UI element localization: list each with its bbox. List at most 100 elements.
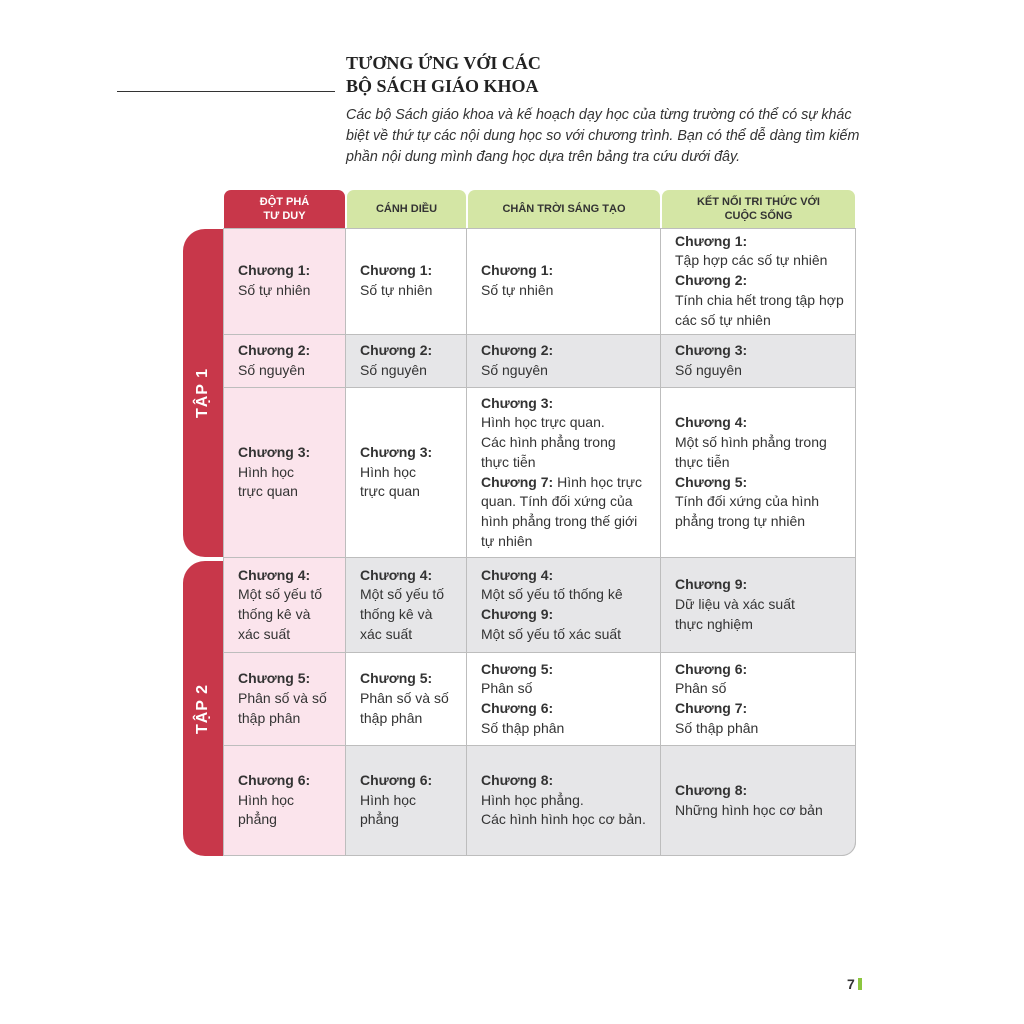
chapter-entry: Chương 5: Phân số và số thập phân: [238, 669, 339, 728]
chapter-entry: Chương 8: Hình học phẳng. Các hình hình h…: [481, 771, 654, 830]
table-cell: Chương 5: Phân số và số thập phân: [224, 653, 346, 746]
table-cell: Chương 5: Phân số Chương 6: Số thập phân: [467, 653, 661, 746]
chapter-entry: Chương 1: Số tự nhiên: [360, 261, 460, 300]
chapter-title: Hình học trực quan: [238, 463, 298, 500]
chapter-title: Số nguyên: [238, 362, 305, 378]
chapter-entry: Chương 3: Số nguyên: [675, 341, 849, 380]
chapter-label: Chương 8:: [481, 771, 554, 788]
chapter-label: Chương 2:: [238, 342, 311, 359]
chapter-entry: Chương 7: Hình học trực quan. Tính đối x…: [481, 473, 654, 552]
chapter-entry: Chương 6: Hình học phẳng: [360, 771, 460, 830]
page-number: 7: [847, 976, 855, 992]
chapter-label: Chương 1:: [481, 262, 554, 279]
chapter-label: Chương 6:: [675, 660, 748, 677]
chapter-title: Số nguyên: [675, 362, 742, 378]
chapter-entry: Chương 1: Tập hợp các số tự nhiên: [675, 232, 849, 271]
chapter-entry: Chương 6: Hình học phẳng: [238, 771, 339, 830]
chapter-entry: Chương 6: Số thập phân: [481, 699, 654, 738]
chapter-title: Số thập phân: [675, 719, 759, 736]
table-cell: Chương 1: Số tự nhiên: [346, 228, 467, 335]
chapter-title: Dữ liệu và xác suất thực nghiệm: [675, 596, 795, 632]
table-cell: Chương 6: Hình học phẳng: [224, 746, 346, 856]
page-title: TƯƠNG ỨNG VỚI CÁC BỘ SÁCH GIÁO KHOA: [346, 52, 541, 98]
chapter-title: Phân số: [675, 680, 727, 697]
table-cell: Chương 6: Phân số Chương 7: Số thập phân: [661, 653, 856, 746]
chapter-label: Chương 3:: [675, 342, 748, 359]
volume-label-2: TẬP 2: [183, 561, 223, 856]
chapter-title: Tính chia hết trong tập hợp các số tự nh…: [675, 291, 844, 328]
chapter-entry: Chương 4: Một số yếu tố thống kê và xác s…: [238, 566, 339, 645]
table-cell: Chương 4: Một số yếu tố thống kê và xác s…: [224, 558, 346, 653]
chapter-entry: Chương 2: Tính chia hết trong tập hợp các…: [675, 271, 849, 330]
chapter-entry: Chương 4: Một số yếu tố thống kê và xác s…: [360, 566, 460, 645]
chapter-title: Tính đối xứng của hình phẳng trong tự nh…: [675, 493, 820, 529]
table-cell: Chương 2: Số nguyên: [224, 335, 346, 388]
chapter-label: Chương 6:: [360, 771, 433, 788]
chapter-entry: Chương 6: Phân số: [675, 660, 849, 699]
table-cell: Chương 2: Số nguyên: [346, 335, 467, 388]
table-cell: Chương 9: Dữ liệu và xác suất thực nghiệm: [661, 558, 856, 653]
chapter-label: Chương 7:: [481, 473, 554, 490]
chapter-title: Số tự nhiên: [360, 282, 433, 298]
chapter-label: Chương 2:: [481, 342, 554, 359]
chapter-title: Hình học trực quan: [360, 463, 420, 500]
chapter-title: Những hình học cơ bản: [675, 801, 823, 818]
table-cell: Chương 4: Một số yếu tố thống kê và xác s…: [346, 558, 467, 653]
chapter-title: Hình học phẳng: [360, 791, 417, 828]
chapter-entry: Chương 9: Dữ liệu và xác suất thực nghiệm: [675, 575, 849, 634]
table-cell: Chương 1: Số tự nhiên: [224, 228, 346, 335]
header-canh-dieu: CÁNH DIỀU: [347, 190, 466, 228]
chapter-label: Chương 4:: [675, 414, 748, 431]
chapter-title: Hình học trực quan. Các hình phẳng trong…: [481, 414, 616, 470]
table-cell: Chương 5: Phân số và số thập phân: [346, 653, 467, 746]
table-cell: Chương 3: Hình học trực quan. Các hình ph…: [467, 388, 661, 558]
chapter-title: Một số yếu tố thống kê: [481, 586, 623, 603]
chapter-entry: Chương 2: Số nguyên: [360, 341, 460, 380]
chapter-title: Số tự nhiên: [238, 282, 311, 298]
chapter-label: Chương 9:: [675, 576, 748, 593]
heading-rule: [117, 91, 335, 92]
chapter-label: Chương 3:: [360, 443, 433, 460]
chapter-title: Số nguyên: [481, 362, 548, 378]
table-cell: Chương 1: Tập hợp các số tự nhiên Chương 2…: [661, 228, 856, 335]
textbook-mapping-table: ĐỘT PHÁ TƯ DUY CÁNH DIỀU CHÂN TRỜI SÁNG TẠ…: [183, 190, 856, 856]
chapter-label: Chương 3:: [238, 443, 311, 460]
table-cell: Chương 8: Những hình học cơ bản: [661, 746, 856, 856]
chapter-label: Chương 4:: [238, 566, 311, 583]
chapter-entry: Chương 5: Phân số và số thập phân: [360, 669, 460, 728]
chapter-label: Chương 3:: [481, 394, 554, 411]
chapter-entry: Chương 5: Phân số: [481, 660, 654, 699]
chapter-label: Chương 6:: [238, 771, 311, 788]
chapter-title: Số thập phân: [481, 719, 565, 736]
chapter-entry: Chương 1: Số tự nhiên: [238, 261, 339, 300]
chapter-title: Hình học trực quan. Tính đối xứng của hì…: [481, 473, 642, 549]
chapter-entry: Chương 3: Hình học trực quan: [360, 443, 460, 502]
chapter-label: Chương 5:: [360, 670, 433, 687]
chapter-label: Chương 6:: [481, 700, 554, 716]
chapter-entry: Chương 4: Một số yếu tố thống kê: [481, 566, 654, 605]
chapter-entry: Chương 3: Hình học trực quan. Các hình ph…: [481, 394, 654, 473]
title-line-2: BỘ SÁCH GIÁO KHOA: [346, 76, 539, 96]
table-cell: Chương 3: Số nguyên: [661, 335, 856, 388]
chapter-label: Chương 1:: [238, 262, 311, 279]
chapter-entry: Chương 4: Một số hình phẳng trong thực ti…: [675, 413, 849, 472]
volume-label-text: TẬP 1: [194, 367, 211, 419]
page-number-mark: [858, 978, 862, 990]
chapter-title: Một số yếu tố thống kê và xác suất: [360, 586, 445, 642]
chapter-label: Chương 4:: [481, 566, 554, 583]
chapter-title: Phân số và số thập phân: [238, 690, 327, 726]
chapter-title: Phân số và số thập phân: [360, 690, 449, 726]
chapter-label: Chương 8:: [675, 781, 748, 798]
table-cell: Chương 3: Hình học trực quan: [346, 388, 467, 558]
volume-label-1: TẬP 1: [183, 229, 223, 557]
chapter-title: Tập hợp các số tự nhiên: [675, 252, 828, 269]
intro-paragraph: Các bộ Sách giáo khoa và kế hoạch dạy họ…: [346, 107, 860, 165]
chapter-label: Chương 2:: [675, 272, 748, 289]
table-cell: Chương 8: Hình học phẳng. Các hình hình h…: [467, 746, 661, 856]
chapter-title: Một số yếu tố thống kê và xác suất: [238, 586, 323, 642]
chapter-label: Chương 9:: [481, 606, 554, 622]
chapter-label: Chương 7:: [675, 700, 748, 716]
chapter-entry: Chương 2: Số nguyên: [481, 341, 654, 380]
chapter-title: Một số hình phẳng trong thực tiễn: [675, 434, 827, 470]
chapter-title: Phân số: [481, 680, 533, 697]
